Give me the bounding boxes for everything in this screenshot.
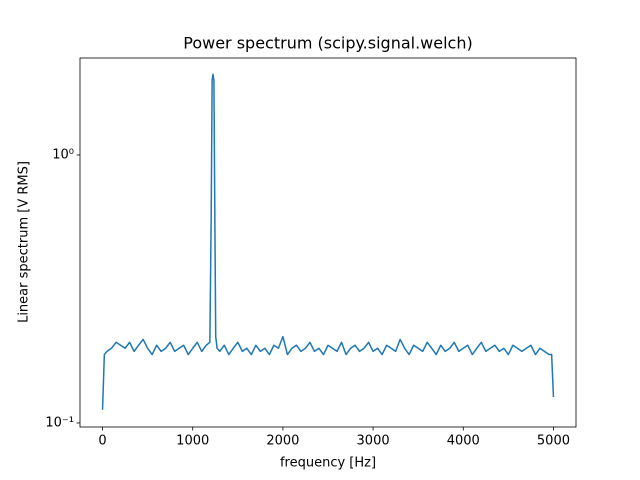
line — [101, 73, 555, 410]
chart-title: Power spectrum (scipy.signal.welch) — [183, 34, 472, 53]
x-axis-label: frequency [Hz] — [280, 456, 376, 471]
plot-frame — [79, 57, 577, 428]
x-tick-label: 1000 — [176, 434, 209, 449]
x-tick-label: 0 — [98, 434, 106, 449]
y-tick-label: 10⁻¹ — [45, 415, 74, 430]
x-tick-label: 2000 — [266, 434, 299, 449]
y-tick-label: 10⁰ — [52, 147, 74, 162]
y-axis-label: Linear spectrum [V RMS] — [17, 161, 32, 323]
x-tick-label: 5000 — [537, 434, 570, 449]
x-tick-label: 4000 — [447, 434, 480, 449]
x-tick-label: 3000 — [357, 434, 390, 449]
